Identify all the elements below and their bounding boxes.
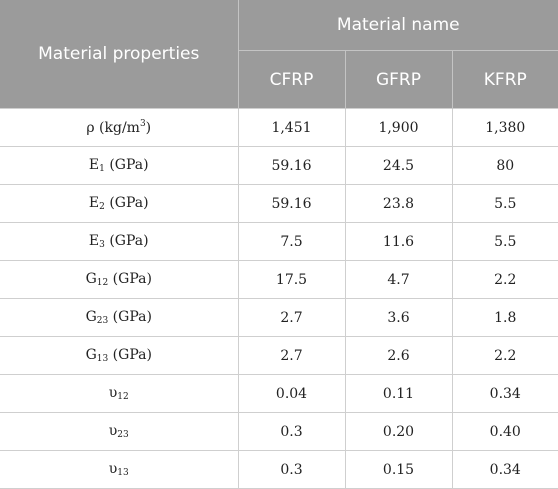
property-unit: (GPa) — [109, 233, 149, 249]
value-cell: 24.5 — [344, 146, 453, 185]
property-cell: υ12 — [0, 374, 239, 413]
property-subscript: 23 — [117, 430, 129, 440]
property-cell: ρ (kg/m3) — [0, 108, 239, 147]
table-row: G23 (GPa) 2.7 3.6 1.8 — [0, 298, 558, 337]
value-cell: 0.20 — [344, 412, 453, 451]
property-subscript: 13 — [117, 468, 129, 478]
value-cell: 1,380 — [451, 108, 558, 147]
value-cell: 3.6 — [344, 298, 453, 337]
property-unit: (GPa) — [112, 309, 152, 325]
property-subscript: 1 — [99, 164, 105, 174]
property-cell: υ23 — [0, 412, 239, 451]
property-subscript: 3 — [99, 240, 105, 250]
header-kfrp: KFRP — [452, 50, 558, 109]
property-cell: E2 (GPa) — [0, 184, 239, 223]
table-body: ρ (kg/m3) 1,451 1,900 1,380 E1 (GPa) 59.16 24.… — [0, 108, 558, 489]
table-row: G12 (GPa) 17.5 4.7 2.2 — [0, 260, 558, 299]
property-cell: G13 (GPa) — [0, 336, 239, 375]
value-cell: 59.16 — [237, 184, 346, 223]
property-unit: (GPa) — [109, 195, 149, 211]
property-symbol: E — [88, 233, 100, 249]
property-symbol: G — [85, 309, 97, 325]
value-cell: 2.6 — [344, 336, 453, 375]
value-cell: 80 — [451, 146, 558, 185]
value-cell: 5.5 — [451, 222, 558, 261]
value-cell: 7.5 — [237, 222, 346, 261]
value-cell: 0.04 — [237, 374, 346, 413]
value-cell: 0.40 — [451, 412, 558, 451]
value-cell: 2.2 — [451, 260, 558, 299]
table-row: E1 (GPa) 59.16 24.5 80 — [0, 146, 558, 185]
value-cell: 0.3 — [237, 450, 346, 489]
property-subscript: 12 — [117, 392, 129, 402]
property-subscript: 23 — [96, 316, 109, 326]
value-cell: 0.34 — [451, 450, 558, 489]
value-cell: 11.6 — [344, 222, 453, 261]
property-cell: G23 (GPa) — [0, 298, 239, 337]
unit-superscript: 3 — [139, 119, 146, 129]
table-row: ρ (kg/m3) 1,451 1,900 1,380 — [0, 108, 558, 147]
property-symbol: υ — [108, 423, 118, 439]
value-cell: 1.8 — [451, 298, 558, 337]
value-cell: 1,900 — [344, 108, 453, 147]
value-cell: 59.16 — [237, 146, 346, 185]
property-cell: υ13 — [0, 450, 239, 489]
unit-end: ) — [145, 120, 152, 136]
table-row: E3 (GPa) 7.5 11.6 5.5 — [0, 222, 558, 261]
table-header: Material properties Material name CFRP G… — [0, 0, 558, 109]
value-cell: 0.34 — [451, 374, 558, 413]
value-cell: 17.5 — [237, 260, 346, 299]
value-cell: 23.8 — [344, 184, 453, 223]
property-unit: (GPa) — [112, 347, 152, 363]
header-cfrp: CFRP — [238, 50, 346, 109]
property-subscript: 2 — [99, 202, 105, 212]
value-cell: 2.7 — [237, 298, 346, 337]
header-material-properties: Material properties — [0, 0, 239, 109]
table-row: υ13 0.3 0.15 0.34 — [0, 450, 558, 489]
property-subscript: 13 — [96, 354, 109, 364]
property-symbol: G — [85, 347, 97, 363]
property-unit: (GPa) — [109, 157, 149, 173]
property-symbol: E — [88, 195, 100, 211]
value-cell: 0.3 — [237, 412, 346, 451]
property-symbol: υ — [108, 461, 118, 477]
table-row: υ23 0.3 0.20 0.40 — [0, 412, 558, 451]
property-symbol: G — [85, 271, 97, 287]
value-cell: 1,451 — [237, 108, 346, 147]
header-gfrp: GFRP — [345, 50, 453, 109]
value-cell: 2.7 — [237, 336, 346, 375]
value-cell: 5.5 — [451, 184, 558, 223]
table-row: E2 (GPa) 59.16 23.8 5.5 — [0, 184, 558, 223]
property-unit: (kg/m — [99, 120, 140, 136]
property-cell: E1 (GPa) — [0, 146, 239, 185]
property-unit: (GPa) — [112, 271, 152, 287]
property-symbol: ρ — [86, 120, 95, 136]
property-symbol: υ — [108, 385, 118, 401]
property-cell: E3 (GPa) — [0, 222, 239, 261]
value-cell: 0.11 — [344, 374, 453, 413]
header-material-name: Material name — [238, 0, 558, 51]
property-cell: G12 (GPa) — [0, 260, 239, 299]
property-symbol: E — [88, 157, 100, 173]
table-row: υ12 0.04 0.11 0.34 — [0, 374, 558, 413]
table-row: G13 (GPa) 2.7 2.6 2.2 — [0, 336, 558, 375]
value-cell: 0.15 — [344, 450, 453, 489]
value-cell: 4.7 — [344, 260, 453, 299]
property-subscript: 12 — [96, 278, 109, 288]
value-cell: 2.2 — [451, 336, 558, 375]
